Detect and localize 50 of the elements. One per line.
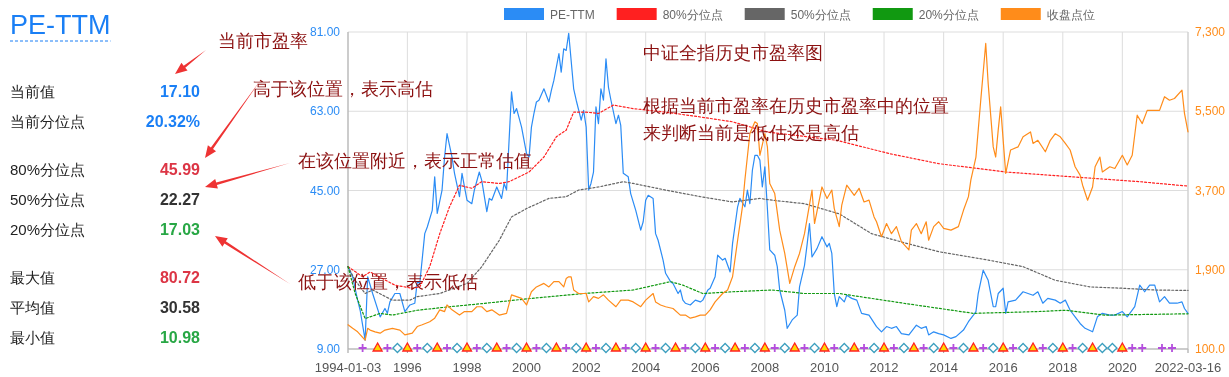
text: 45.99: [159, 161, 200, 178]
y-tick-label: 9.00: [316, 342, 341, 356]
x-tick-label: 2004: [631, 360, 661, 375]
y-tick-label: 63.00: [309, 104, 341, 119]
x-tick-label: 2022-03-16: [1154, 360, 1222, 375]
text: 80.72: [159, 269, 200, 286]
y2-tick-label: 1,900: [1195, 262, 1226, 277]
x-tick-label: 2008: [750, 360, 780, 375]
y2-tick-label: 100.0: [1195, 342, 1226, 356]
text: 当前市盈率: [218, 31, 308, 51]
legend-label: 20%分位点: [918, 8, 979, 22]
legend-label: PE-TTM: [550, 8, 595, 22]
x-tick-label: 2002: [571, 360, 601, 375]
text: PE-TTM: [10, 10, 111, 40]
category-label: 50%分位点: [10, 191, 86, 208]
category-label: 最大值: [10, 269, 55, 286]
y2-tick-label: 3,700: [1195, 183, 1226, 198]
legend-label: 80%分位点: [662, 8, 723, 22]
text: 22.27: [159, 191, 200, 208]
category-label: 当前分位点: [10, 113, 85, 130]
annotation: 根据当前市盈率在历史市盈率中的位置: [643, 96, 949, 116]
annotation: 高于该位置，表示高估: [253, 79, 433, 99]
legend-label: 收盘点位: [1046, 8, 1095, 22]
x-tick-label: 1996: [392, 360, 422, 375]
x-tick-label: 2010: [810, 360, 839, 375]
category-label: 最小值: [10, 329, 55, 346]
category-label: 当前值: [10, 83, 55, 100]
x-tick-label: 2012: [869, 360, 899, 375]
x-tick-label: 2018: [1048, 360, 1078, 375]
text: 30.58: [159, 299, 200, 316]
text: 20.32%: [145, 113, 200, 130]
x-tick-label: 2006: [690, 360, 720, 375]
text: 10.98: [159, 329, 200, 346]
text: 中证全指历史市盈率图: [643, 43, 823, 63]
text: 17.10: [159, 83, 200, 100]
category-label: 20%分位点: [10, 221, 86, 238]
x-tick-label: 2016: [988, 360, 1018, 375]
x-tick-label: 2014: [929, 360, 959, 375]
y2-tick-label: 5,500: [1195, 104, 1226, 119]
x-tick-label: 1994-01-03: [314, 360, 382, 375]
text: 17.03: [159, 221, 200, 238]
x-tick-label: 1998: [452, 360, 482, 375]
y-tick-label: 45.00: [309, 183, 341, 198]
y2-tick-label: 7,300: [1195, 25, 1226, 39]
category-label: 80%分位点: [10, 161, 86, 178]
x-tick-label: 2020: [1107, 360, 1137, 375]
legend-label: 50%分位点: [790, 8, 851, 22]
x-tick-label: 2000: [512, 360, 541, 375]
category-label: 平均值: [10, 299, 55, 316]
y-tick-label: 81.00: [309, 25, 341, 39]
